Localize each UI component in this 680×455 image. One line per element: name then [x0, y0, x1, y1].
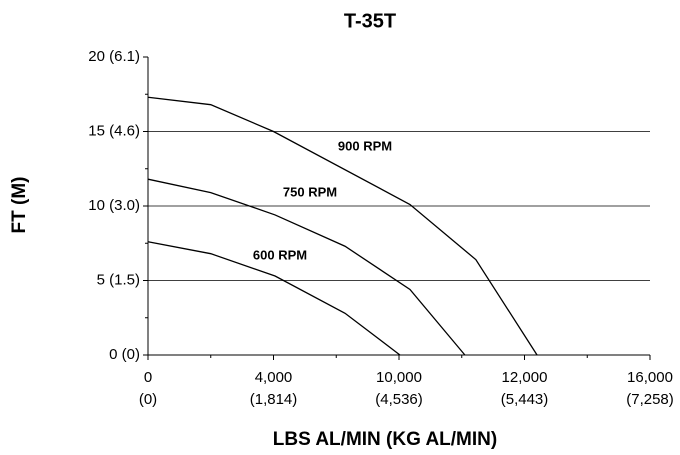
- y-tick-label: 15 (4.6): [88, 122, 140, 139]
- x-tick-label: (4,536): [375, 391, 423, 408]
- x-tick-label: 12,000: [502, 369, 548, 386]
- y-axis-label: FT (M): [9, 177, 30, 234]
- x-tick-label: 0: [144, 369, 152, 386]
- series-line: [147, 241, 401, 356]
- series-label: 900 RPM: [338, 138, 392, 153]
- series-line: [147, 178, 466, 356]
- x-tick-label: 4,000: [255, 369, 293, 386]
- x-tick-label: 16,000: [627, 369, 673, 386]
- series-line: [147, 96, 538, 356]
- x-axis-label: LBS AL/MIN (KG AL/MIN): [273, 429, 497, 450]
- y-tick-label: 20 (6.1): [88, 48, 140, 65]
- x-tick-label: (7,258): [626, 391, 674, 408]
- x-tick-label: (5,443): [501, 391, 549, 408]
- x-tick-label: 10,000: [376, 369, 422, 386]
- series-label: 600 RPM: [253, 247, 307, 262]
- x-tick-label: (1,814): [250, 391, 298, 408]
- series-label: 750 RPM: [283, 184, 337, 199]
- chart-title: T-35T: [344, 10, 396, 32]
- y-tick-label: 10 (3.0): [88, 197, 140, 214]
- x-tick-label: (0): [139, 391, 157, 408]
- y-tick-label: 0 (0): [109, 346, 140, 363]
- y-tick-label: 5 (1.5): [97, 271, 140, 288]
